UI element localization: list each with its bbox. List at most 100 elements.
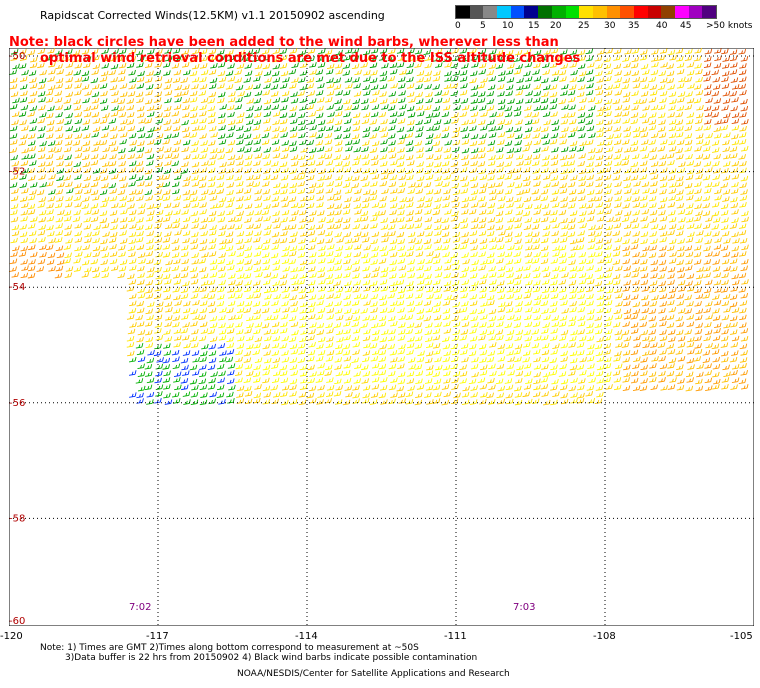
wind-barb — [82, 119, 91, 125]
wind-barb — [423, 49, 431, 55]
wind-barb — [83, 56, 92, 62]
wind-barb — [415, 91, 423, 98]
wind-barb — [739, 76, 747, 83]
wind-barb — [217, 62, 226, 68]
wind-barb — [561, 126, 569, 133]
wind-barb — [137, 55, 145, 62]
wind-barb — [452, 70, 461, 76]
wind-barb — [369, 97, 378, 104]
longitude-label: -120 — [0, 631, 23, 642]
wind-barb — [297, 112, 306, 119]
wind-barb — [614, 48, 622, 55]
wind-barb — [577, 105, 586, 111]
wind-barb — [326, 63, 335, 70]
wind-barb — [264, 77, 272, 83]
wind-barb — [83, 111, 92, 118]
wind-barb — [632, 126, 641, 133]
wind-barb — [164, 105, 172, 112]
wind-barb — [298, 49, 307, 56]
wind-barb — [37, 146, 46, 153]
wind-barb — [640, 132, 649, 138]
latitude-label: -60 — [9, 616, 25, 626]
wind-barb — [675, 48, 684, 54]
wind-barb — [686, 62, 695, 68]
wind-barb — [657, 84, 666, 90]
wind-barb — [253, 119, 262, 126]
wind-barb — [631, 56, 640, 63]
wind-barb — [451, 118, 459, 124]
wind-barb — [479, 55, 488, 61]
wind-barb — [271, 70, 280, 77]
wind-barb — [480, 111, 488, 117]
wind-barb — [389, 62, 398, 69]
wind-barb — [99, 98, 108, 104]
wind-barb — [542, 111, 551, 118]
wind-barb — [651, 49, 659, 55]
wind-barb — [164, 97, 172, 104]
wind-barb — [414, 140, 423, 147]
wind-barb — [684, 76, 692, 83]
footnote-line-1: Note: 1) Times are GMT 2)Times along bot… — [40, 643, 419, 653]
wind-barb — [533, 105, 542, 111]
wind-barb — [101, 63, 109, 69]
wind-barb — [255, 70, 263, 77]
wind-barb — [18, 63, 27, 69]
wind-barb — [489, 111, 497, 118]
wind-barb — [38, 96, 46, 103]
wind-barb — [424, 70, 432, 77]
wind-barb — [504, 105, 512, 112]
wind-barb — [425, 112, 434, 119]
wind-barb — [254, 90, 263, 97]
wind-barb — [208, 48, 217, 55]
wind-barb — [623, 132, 632, 138]
wind-barb — [704, 56, 712, 62]
wind-barb — [272, 77, 281, 83]
wind-barb — [48, 61, 56, 68]
wind-barb — [137, 70, 145, 77]
wind-barb — [64, 119, 72, 125]
wind-barb — [714, 132, 722, 139]
wind-barb — [387, 55, 396, 62]
wind-barb — [605, 84, 613, 91]
wind-barb — [171, 110, 180, 117]
wind-barb — [272, 119, 280, 126]
wind-barb — [334, 111, 343, 117]
wind-barb — [731, 133, 739, 140]
wind-barb — [244, 63, 253, 69]
wind-barb — [252, 56, 260, 62]
wind-barb — [648, 76, 657, 83]
wind-barb — [433, 119, 442, 125]
wind-barb — [290, 97, 299, 104]
wind-barb — [227, 125, 236, 131]
wind-barb — [533, 126, 542, 133]
wind-barb — [416, 77, 424, 83]
wind-barb — [461, 119, 469, 126]
wind-barb — [182, 104, 190, 111]
wind-barb — [119, 83, 128, 89]
wind-barb — [666, 63, 674, 70]
wind-barb — [435, 62, 443, 68]
wind-barb — [145, 84, 154, 90]
wind-barb — [588, 132, 596, 139]
wind-barb — [425, 97, 433, 104]
wind-barb — [163, 84, 172, 90]
wind-barb — [470, 70, 478, 77]
wind-barb — [369, 133, 378, 139]
wind-barb — [633, 98, 641, 105]
wind-barb — [217, 55, 225, 61]
wind-barb — [516, 77, 524, 84]
wind-barb — [406, 126, 415, 132]
wind-barb — [687, 83, 695, 89]
wind-barb — [684, 55, 693, 61]
wind-barbs-layer — [9, 48, 749, 406]
wind-barb — [362, 140, 370, 146]
wind-barb — [648, 97, 657, 103]
wind-barb — [252, 48, 261, 55]
wind-barb — [606, 133, 614, 140]
wind-barb — [693, 97, 702, 104]
wind-barb — [614, 70, 622, 76]
wind-barb — [613, 139, 622, 146]
wind-barb — [326, 90, 335, 96]
wind-barb — [19, 55, 28, 61]
wind-barb — [162, 62, 171, 68]
